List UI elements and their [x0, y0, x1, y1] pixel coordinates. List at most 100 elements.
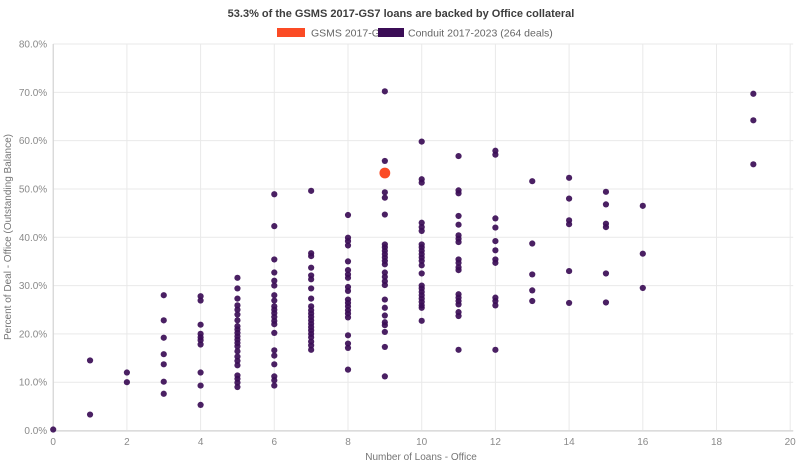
- conduit-data-point[interactable]: [381, 281, 388, 289]
- conduit-data-point[interactable]: [197, 401, 204, 408]
- conduit-data-point[interactable]: [344, 340, 352, 347]
- conduit-data-point[interactable]: [197, 369, 204, 376]
- conduit-data-point[interactable]: [381, 189, 388, 196]
- conduit-data-point[interactable]: [566, 221, 573, 228]
- conduit-data-point[interactable]: [455, 301, 462, 308]
- conduit-data-point[interactable]: [602, 224, 610, 231]
- gsms-data-point[interactable]: [379, 167, 391, 179]
- conduit-data-point[interactable]: [455, 238, 462, 246]
- conduit-data-point[interactable]: [160, 361, 167, 368]
- conduit-data-point[interactable]: [344, 258, 352, 265]
- conduit-data-point[interactable]: [455, 152, 462, 160]
- conduit-data-point[interactable]: [197, 341, 204, 348]
- conduit-data-point[interactable]: [492, 259, 499, 266]
- conduit-data-point[interactable]: [381, 269, 388, 276]
- conduit-data-point[interactable]: [271, 297, 278, 304]
- conduit-data-point[interactable]: [271, 223, 278, 230]
- conduit-data-point[interactable]: [492, 215, 499, 222]
- conduit-data-point[interactable]: [492, 238, 499, 245]
- conduit-data-point[interactable]: [160, 378, 167, 385]
- conduit-data-point[interactable]: [234, 317, 241, 324]
- conduit-data-point[interactable]: [492, 302, 499, 309]
- conduit-data-point[interactable]: [234, 343, 241, 350]
- conduit-data-point[interactable]: [234, 302, 241, 309]
- conduit-data-point[interactable]: [455, 259, 462, 266]
- conduit-data-point[interactable]: [418, 257, 425, 265]
- conduit-data-point[interactable]: [455, 190, 462, 197]
- conduit-data-point[interactable]: [529, 178, 536, 185]
- conduit-data-point[interactable]: [418, 219, 425, 226]
- conduit-data-point[interactable]: [418, 262, 425, 269]
- conduit-data-point[interactable]: [234, 274, 241, 281]
- conduit-data-point[interactable]: [381, 88, 388, 95]
- conduit-data-point[interactable]: [344, 287, 352, 294]
- conduit-data-point[interactable]: [234, 306, 241, 313]
- conduit-data-point[interactable]: [308, 187, 315, 194]
- conduit-data-point[interactable]: [308, 346, 315, 353]
- conduit-data-point[interactable]: [197, 337, 204, 344]
- conduit-data-point[interactable]: [160, 351, 167, 358]
- conduit-data-point[interactable]: [455, 312, 462, 320]
- conduit-data-point[interactable]: [86, 411, 94, 418]
- conduit-data-point[interactable]: [381, 194, 388, 201]
- conduit-data-point[interactable]: [750, 117, 757, 124]
- conduit-data-point[interactable]: [271, 191, 278, 198]
- conduit-data-point[interactable]: [271, 352, 278, 359]
- conduit-data-point[interactable]: [160, 390, 167, 397]
- legend-label-gsms[interactable]: GSMS 2017-GS7: [311, 28, 393, 40]
- conduit-data-point[interactable]: [308, 264, 315, 271]
- conduit-data-point[interactable]: [418, 227, 425, 235]
- conduit-data-point[interactable]: [344, 211, 352, 219]
- conduit-data-point[interactable]: [639, 284, 646, 292]
- conduit-data-point[interactable]: [160, 334, 167, 341]
- conduit-data-point[interactable]: [308, 285, 315, 292]
- conduit-data-point[interactable]: [381, 343, 388, 351]
- conduit-data-point[interactable]: [160, 317, 167, 324]
- conduit-data-point[interactable]: [750, 90, 757, 97]
- conduit-data-point[interactable]: [234, 295, 241, 302]
- conduit-data-point[interactable]: [123, 369, 130, 376]
- conduit-data-point[interactable]: [381, 312, 388, 319]
- conduit-data-point[interactable]: [344, 314, 352, 321]
- conduit-data-point[interactable]: [308, 342, 315, 349]
- conduit-data-point[interactable]: [381, 373, 388, 380]
- conduit-data-point[interactable]: [344, 344, 352, 351]
- conduit-data-point[interactable]: [160, 292, 167, 299]
- conduit-data-point[interactable]: [344, 366, 352, 373]
- conduit-data-point[interactable]: [308, 334, 315, 341]
- conduit-data-point[interactable]: [234, 383, 241, 391]
- conduit-data-point[interactable]: [308, 295, 315, 302]
- conduit-data-point[interactable]: [381, 322, 388, 329]
- conduit-data-point[interactable]: [234, 357, 241, 365]
- conduit-data-point[interactable]: [344, 274, 352, 281]
- conduit-data-point[interactable]: [418, 138, 425, 145]
- conduit-data-point[interactable]: [271, 329, 278, 337]
- conduit-data-point[interactable]: [418, 304, 425, 311]
- conduit-data-point[interactable]: [381, 211, 388, 218]
- conduit-data-point[interactable]: [750, 161, 757, 168]
- conduit-data-point[interactable]: [271, 292, 278, 299]
- conduit-data-point[interactable]: [602, 270, 610, 277]
- conduit-data-point[interactable]: [234, 285, 241, 292]
- conduit-data-point[interactable]: [381, 304, 388, 311]
- conduit-data-point[interactable]: [566, 267, 573, 275]
- conduit-data-point[interactable]: [197, 321, 204, 328]
- conduit-data-point[interactable]: [566, 174, 573, 181]
- conduit-data-point[interactable]: [529, 287, 536, 294]
- conduit-data-point[interactable]: [492, 224, 499, 231]
- conduit-data-point[interactable]: [639, 250, 646, 257]
- conduit-data-point[interactable]: [234, 348, 241, 355]
- conduit-data-point[interactable]: [50, 426, 57, 433]
- conduit-data-point[interactable]: [529, 240, 536, 247]
- conduit-data-point[interactable]: [234, 362, 241, 369]
- conduit-data-point[interactable]: [344, 332, 352, 339]
- conduit-data-point[interactable]: [271, 347, 278, 354]
- conduit-data-point[interactable]: [602, 299, 610, 306]
- conduit-data-point[interactable]: [344, 242, 352, 249]
- conduit-data-point[interactable]: [602, 201, 610, 208]
- conduit-data-point[interactable]: [492, 151, 499, 158]
- conduit-data-point[interactable]: [271, 277, 278, 284]
- conduit-data-point[interactable]: [639, 202, 646, 209]
- conduit-data-point[interactable]: [197, 293, 204, 300]
- conduit-data-point[interactable]: [271, 282, 278, 289]
